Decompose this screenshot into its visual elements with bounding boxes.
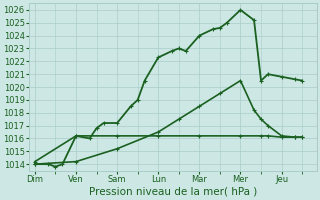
X-axis label: Pression niveau de la mer( hPa ): Pression niveau de la mer( hPa ) [89,187,257,197]
